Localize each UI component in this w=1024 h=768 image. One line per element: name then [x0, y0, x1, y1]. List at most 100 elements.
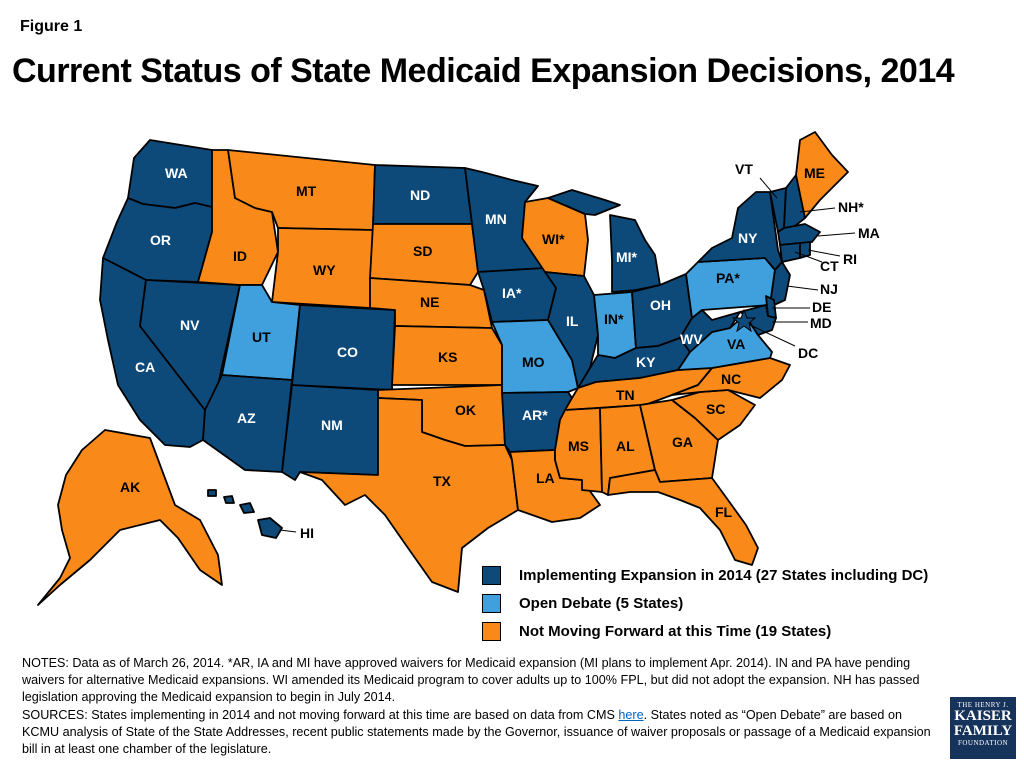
label-GA: GA — [672, 434, 693, 450]
legend-swatch-open-debate — [482, 593, 501, 613]
label-MI: MI* — [616, 249, 638, 265]
label-OK: OK — [455, 402, 476, 418]
label-HI: HI — [300, 525, 314, 541]
label-CO: CO — [337, 344, 358, 360]
label-AR: AR* — [522, 407, 548, 423]
notes-text: NOTES: Data as of March 26, 2014. *AR, I… — [22, 656, 920, 705]
label-ND: ND — [410, 187, 430, 203]
sources-prefix: SOURCES: States implementing in 2014 and… — [22, 707, 619, 722]
label-CA: CA — [135, 359, 155, 375]
label-VA: VA — [727, 336, 745, 352]
state-TX — [299, 397, 519, 593]
dc-star — [731, 308, 757, 333]
label-DE: DE — [812, 299, 831, 315]
kff-logo: THE HENRY J. KAISER FAMILY FOUNDATION — [950, 697, 1016, 759]
page-title: Current Status of State Medicaid Expansi… — [12, 52, 955, 90]
state-MI-UP — [547, 189, 621, 216]
legend-item-not-moving: Not Moving Forward at this Time (19 Stat… — [482, 617, 928, 645]
leader-vt — [759, 177, 778, 199]
label-MO: MO — [522, 354, 545, 370]
us-map: WA OR CA NV ID MT WY UT AZ CO NM ND SD N… — [37, 131, 880, 606]
label-NJ: NJ — [820, 281, 838, 297]
state-RI — [799, 241, 811, 259]
label-NE: NE — [420, 294, 439, 310]
leader-nj — [786, 285, 819, 291]
leader-nh — [799, 207, 836, 213]
state-MA — [777, 223, 821, 246]
label-NY: NY — [738, 230, 758, 246]
label-IA: IA* — [502, 285, 522, 301]
state-FL — [607, 469, 759, 566]
logo-line1: THE HENRY J. — [957, 701, 1009, 709]
label-RI: RI — [843, 251, 857, 267]
label-OH: OH — [650, 297, 671, 313]
label-WV: WV — [680, 331, 703, 347]
label-NH: NH* — [838, 199, 864, 215]
label-ME: ME — [804, 165, 825, 181]
label-MS: MS — [568, 438, 589, 454]
label-SD: SD — [413, 243, 432, 259]
label-PA: PA* — [716, 270, 740, 286]
leader-ma — [817, 232, 856, 237]
label-WI: WI* — [542, 231, 565, 247]
legend-label-open-debate: Open Debate (5 States) — [519, 594, 684, 612]
label-IN: IN* — [604, 311, 624, 327]
state-AK — [37, 429, 223, 606]
state-WY — [271, 227, 374, 309]
state-HI-2 — [239, 502, 255, 514]
state-NH — [783, 174, 806, 231]
label-MA: MA — [858, 225, 880, 241]
label-OR: OR — [150, 232, 171, 248]
label-NC: NC — [721, 371, 741, 387]
legend-item-implementing: Implementing Expansion in 2014 (27 State… — [482, 561, 928, 589]
legend-label-implementing: Implementing Expansion in 2014 (27 State… — [519, 566, 929, 584]
cms-link[interactable]: here — [618, 707, 644, 722]
label-NV: NV — [180, 317, 200, 333]
leader-dc — [749, 324, 796, 347]
state-SD — [369, 223, 479, 286]
state-labels: WA OR CA NV ID MT WY UT AZ CO NM ND SD N… — [120, 161, 880, 541]
state-HI-4 — [207, 489, 217, 497]
label-NM: NM — [321, 417, 343, 433]
legend-swatch-implementing — [482, 565, 501, 585]
label-TX: TX — [433, 473, 452, 489]
logo-line2: KAISER — [954, 708, 1012, 724]
logo-line3: FAMILY — [953, 723, 1013, 739]
label-AL: AL — [616, 438, 635, 454]
label-DC: DC — [798, 345, 818, 361]
state-HI-3 — [223, 495, 235, 504]
legend-swatch-not-moving — [482, 621, 501, 641]
label-WY: WY — [313, 262, 336, 278]
leader-hi — [279, 529, 297, 533]
label-AK: AK — [120, 479, 140, 495]
sources-text: SOURCES: States implementing in 2014 and… — [22, 707, 932, 759]
label-LA: LA — [536, 470, 555, 486]
label-VT: VT — [735, 161, 753, 177]
logo-line4: FOUNDATION — [957, 739, 1009, 747]
label-CT: CT — [820, 258, 839, 274]
label-WA: WA — [165, 165, 188, 181]
leader-ct — [794, 251, 823, 263]
label-AZ: AZ — [237, 410, 256, 426]
label-TN: TN — [616, 387, 635, 403]
legend-item-open-debate: Open Debate (5 States) — [482, 589, 928, 617]
label-FL: FL — [715, 504, 733, 520]
label-UT: UT — [252, 329, 271, 345]
label-KY: KY — [636, 354, 656, 370]
state-ME — [795, 131, 849, 219]
state-HI — [257, 517, 283, 539]
label-IL: IL — [566, 313, 579, 329]
label-MT: MT — [296, 183, 317, 199]
legend-label-not-moving: Not Moving Forward at this Time (19 Stat… — [519, 622, 832, 640]
leader-ri — [807, 249, 841, 257]
figure-label: Figure 1 — [20, 18, 83, 35]
label-SC: SC — [706, 401, 725, 417]
state-NC — [671, 357, 791, 399]
label-MD: MD — [810, 315, 832, 331]
legend: Implementing Expansion in 2014 (27 State… — [482, 561, 928, 645]
label-KS: KS — [438, 349, 457, 365]
label-MN: MN — [485, 211, 507, 227]
label-ID: ID — [233, 248, 247, 264]
notes: NOTES: Data as of March 26, 2014. *AR, I… — [22, 655, 932, 758]
sources-suffix: . States noted as “Open Debate” are base… — [22, 707, 931, 757]
